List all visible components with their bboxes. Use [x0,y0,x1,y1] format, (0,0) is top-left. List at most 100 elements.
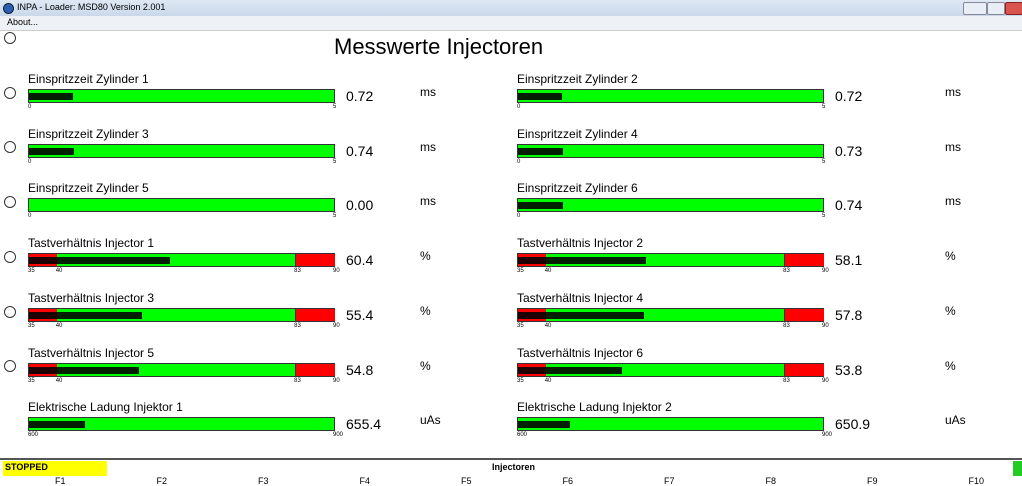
scale-label: 83 [783,322,790,329]
gauge-high-zone [295,363,335,376]
scale-label: 40 [55,322,63,329]
scale-label: 35 [28,322,35,329]
gauge-unit: % [420,358,431,373]
scale-label: 5 [822,104,826,110]
radio-button[interactable] [4,141,16,154]
function-key[interactable]: F4 [359,476,371,486]
gauge-unit: % [945,249,956,264]
scale-label: 83 [783,268,790,275]
gauge-label: Tastverhältnis Injector 4 [517,290,644,305]
scale-label: 90 [822,322,829,329]
gauge-bar [518,421,570,429]
menu-bar: About... [0,16,1022,31]
gauge-track [28,143,335,158]
gauge-value: 58.1 [835,252,863,269]
gauge-bar [29,421,86,429]
gauge-label: Tastverhältnis Injector 5 [28,345,155,360]
radio-button[interactable] [4,32,16,44]
heading: Messwerte Injectoren [334,34,544,59]
scale-label: 0 [28,213,32,220]
indicator [1013,461,1022,476]
gauge-label: Tastverhältnis Injector 2 [517,236,644,251]
gauge-value: 53.8 [835,361,863,378]
scale-label: 90 [333,268,340,275]
gauge-bar [29,147,75,155]
radio-button[interactable] [4,360,16,373]
function-key[interactable]: F1 [55,476,66,486]
gauge-value: 0.74 [835,197,863,214]
gauge-label: Einspritzzeit Zylinder 1 [28,72,149,86]
scale-label: 35 [28,268,35,275]
gauge-value: 60.4 [346,252,374,269]
gauge-track [517,417,824,432]
scale-label: 5 [333,213,337,220]
scale-label: 35 [517,268,524,275]
minimize[interactable] [963,2,987,15]
scale-label: 5 [822,213,826,220]
gauge-bar [518,257,647,265]
scale-label: 90 [333,377,340,384]
scale-label: 0 [517,213,521,220]
gauge-track [517,143,824,158]
scale-label: 0 [517,158,521,165]
gauge-value: 57.8 [835,306,863,323]
gauge-unit: % [945,303,956,318]
function-key[interactable]: F9 [867,476,878,486]
radio-button[interactable] [4,250,16,263]
radio-button[interactable] [4,86,16,99]
scale-label: 5 [822,158,826,165]
scale-label: 40 [55,377,63,384]
function-key[interactable]: F6 [562,476,574,486]
scale-label: 83 [294,268,301,275]
radio-button[interactable] [4,305,16,318]
gauge-label: Einspritzzeit Zylinder 5 [28,181,149,196]
gauge-label: Einspritzzeit Zylinder 6 [517,181,638,196]
function-key[interactable]: F5 [461,476,472,486]
maximize[interactable] [987,2,1005,15]
function-key[interactable]: F7 [664,476,675,486]
gauge-label: Elektrische Ladung Injektor 1 [28,400,183,415]
gauge-unit: uAs [420,413,441,428]
scale-label: 900 [822,432,833,439]
gauge-bar [29,366,139,374]
state: STOPPED [3,461,107,476]
gauge-bar [518,311,645,319]
gauge-unit: % [945,358,956,373]
gauge-track [28,89,335,103]
gauge-bar [518,366,623,374]
menu-item[interactable]: About... [7,17,39,27]
scale-label: 83 [294,377,301,384]
gauge-high-zone [784,254,824,267]
gauge-label: Einspritzzeit Zylinder 3 [28,126,149,141]
function-key[interactable]: F8 [765,476,777,486]
gauge-unit: ms [420,139,436,154]
gauge-unit: ms [420,194,436,209]
function-key[interactable]: F2 [156,476,168,486]
radio-button[interactable] [4,196,16,209]
scale-label: 5 [333,158,337,165]
function-key[interactable]: F10 [968,476,985,486]
gauge-value: 0.72 [346,88,374,104]
gauge-value: 655.4 [346,416,382,433]
gauge-bar [29,257,170,265]
gauge-unit: ms [945,85,961,99]
scale-label: 90 [822,268,829,275]
gauge-unit: % [420,249,431,264]
scale-label: 90 [333,322,340,329]
function-key[interactable]: F3 [258,476,269,486]
title-bar: INPA - Loader: MSD80 Version 2.001 [0,0,1022,16]
screen-name: Injectoren [492,462,536,472]
gauge-track [517,198,824,213]
scale-label: 600 [28,432,39,439]
gauge-label: Einspritzzeit Zylinder 2 [517,72,638,86]
gauge-high-zone [295,308,335,321]
gauge-label: Einspritzzeit Zylinder 4 [517,126,638,141]
gauge-high-zone [784,363,824,376]
close[interactable] [1005,2,1022,15]
gauge-value: 0.73 [835,142,863,159]
gauge-unit: ms [420,85,436,99]
gauge-label: Tastverhältnis Injector 6 [517,345,644,360]
gauge-value: 0.74 [346,142,374,159]
scale-label: 0 [28,158,32,165]
scale-label: 5 [333,104,337,110]
